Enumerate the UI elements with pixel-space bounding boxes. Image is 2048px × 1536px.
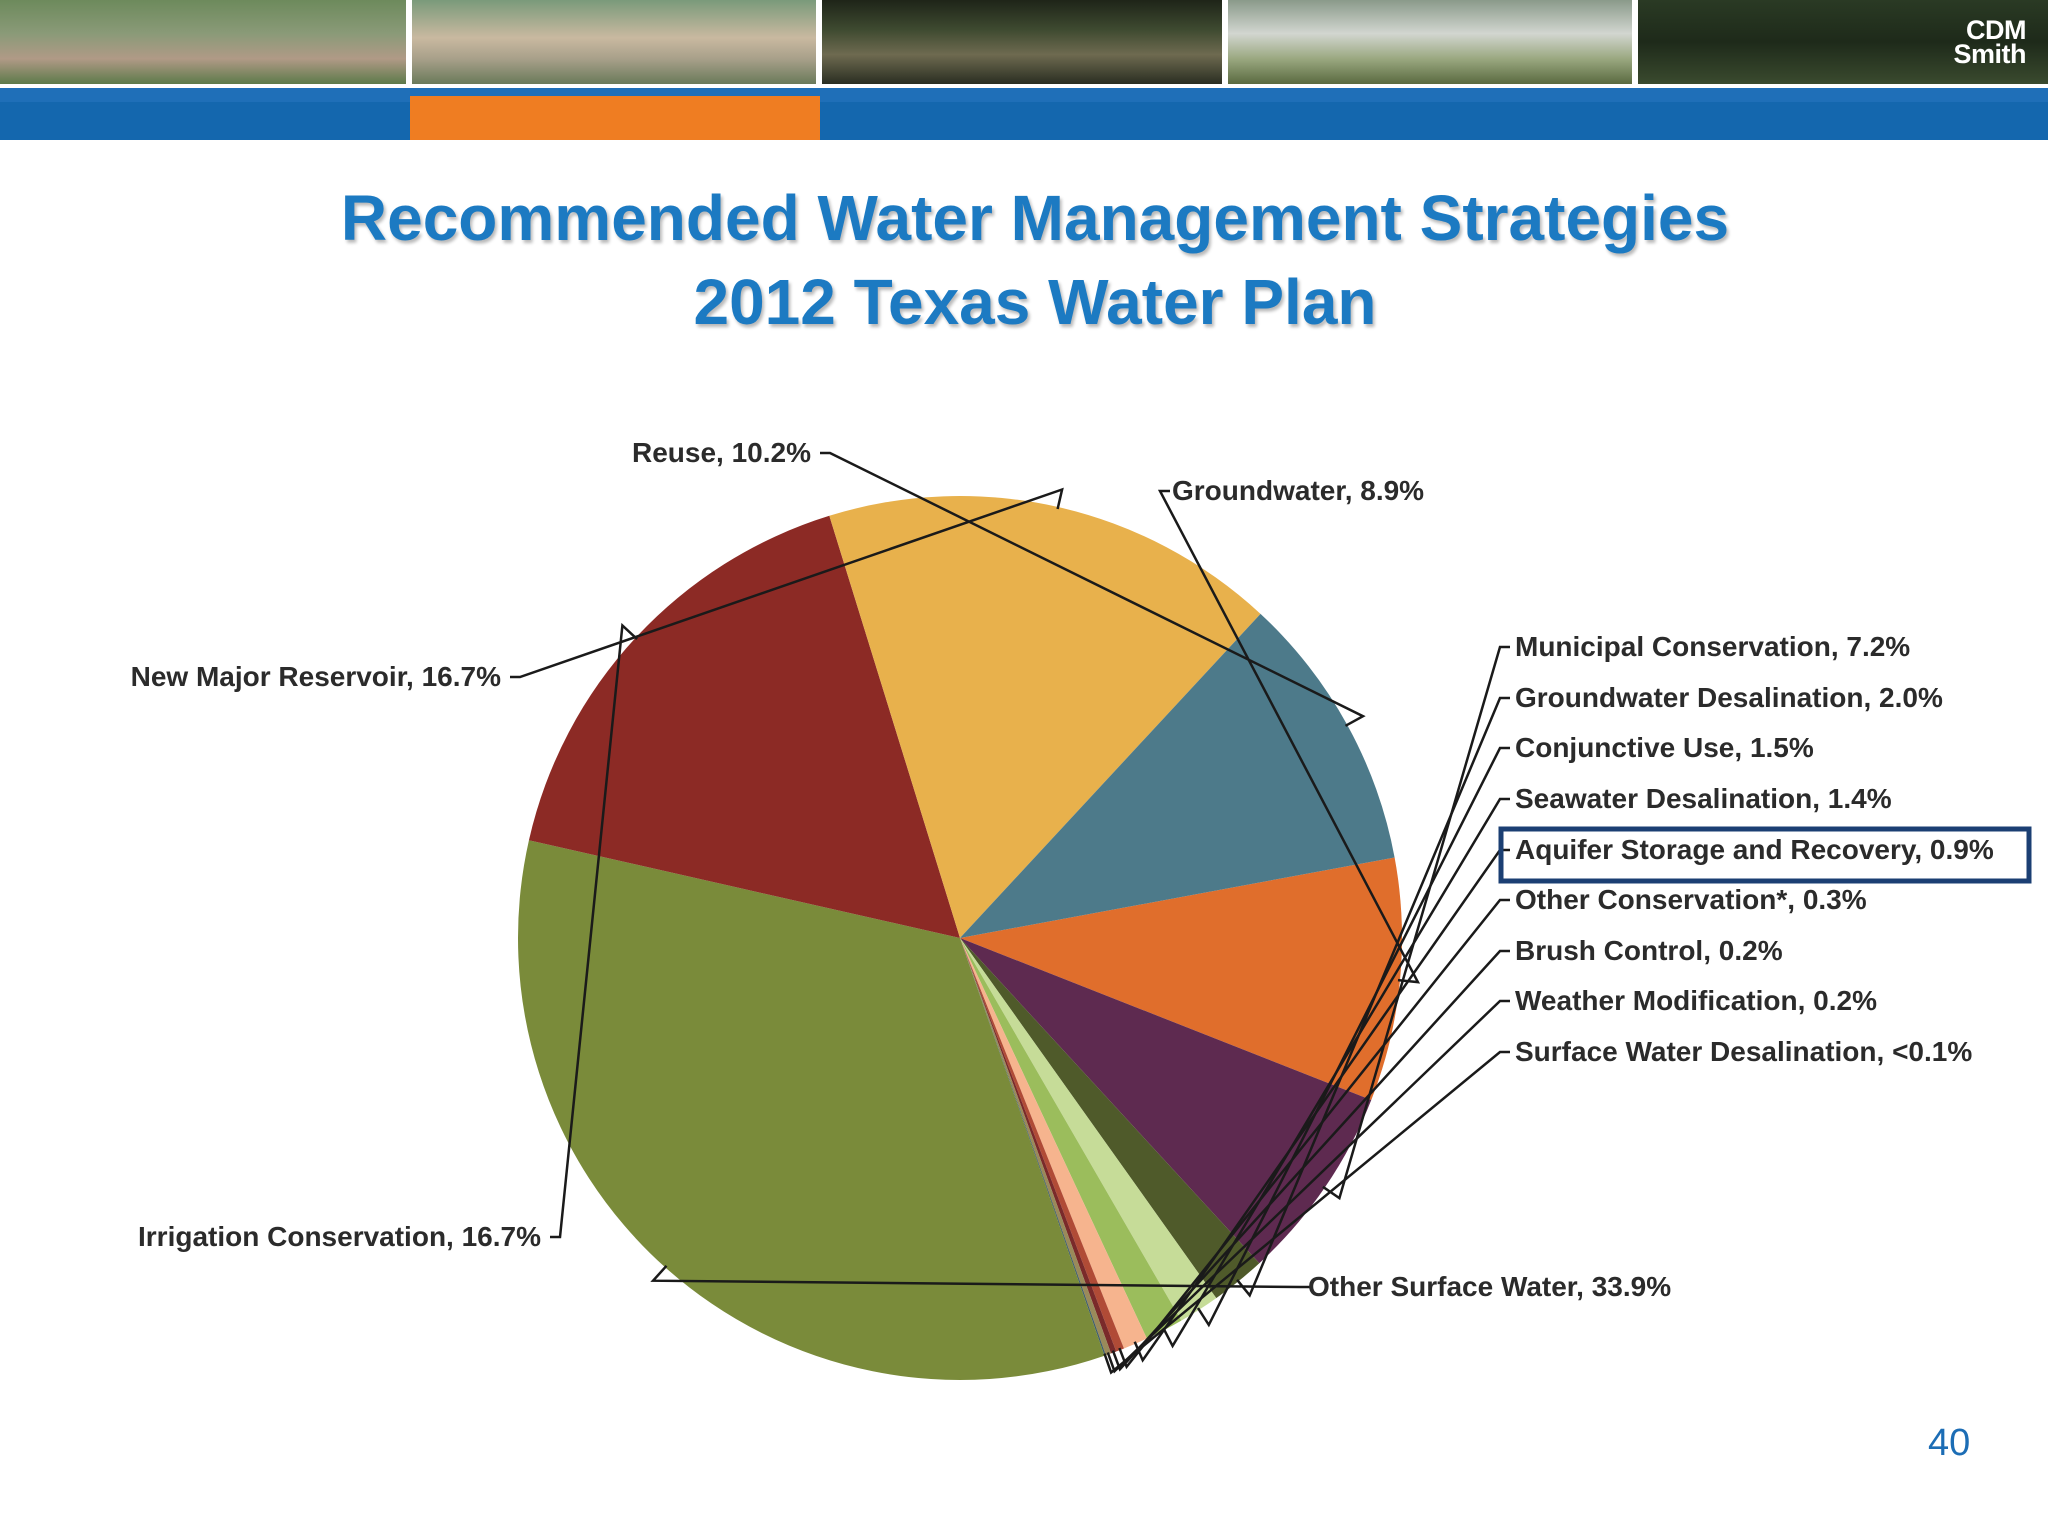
pie-slice-new-major-reservoir xyxy=(829,496,1261,938)
pie-slice-other-conservation xyxy=(960,938,1124,1352)
slice-label-groundwater-desalination: Groundwater Desalination, 2.0% xyxy=(1515,682,1943,713)
header-stripe-blue xyxy=(0,102,2048,140)
slide-title-line-1: Recommended Water Management Strategies xyxy=(340,182,1730,254)
pie-slice-aquifer-storage-and-recovery xyxy=(960,938,1147,1349)
slice-label-surface-water-desalination: Surface Water Desalination, <0.1% xyxy=(1515,1036,1972,1067)
leader-line-brush-control xyxy=(1111,949,1510,1372)
slice-label-other-surface-water: Other Surface Water, 33.9% xyxy=(1308,1271,1671,1302)
slice-label-municipal-conservation: Municipal Conservation, 7.2% xyxy=(1515,631,1910,662)
pie-slice-seawater-desalination xyxy=(960,938,1182,1339)
banner-photo-marsh xyxy=(822,0,1222,84)
slice-label-aquifer-storage-and-recovery: Aquifer Storage and Recovery, 0.9% xyxy=(1515,834,1994,865)
header-banner: CDM Smith xyxy=(0,0,2048,86)
leader-line-seawater-desalination xyxy=(1162,797,1510,1349)
pie-slice-brush-control xyxy=(960,938,1117,1354)
leader-line-weather-modification xyxy=(1106,999,1510,1374)
slice-label-new-major-reservoir: New Major Reservoir, 16.7% xyxy=(131,661,502,692)
header-stripe-orange xyxy=(410,96,820,140)
pie-slice-other-surface-water xyxy=(517,840,1105,1380)
leader-line-surface-water-desalination xyxy=(1103,1050,1510,1375)
slice-labels: Groundwater, 8.9% Municipal Conservation,… xyxy=(131,437,2032,1302)
logo-line-1: CDM xyxy=(1966,15,2027,45)
pie-slice-groundwater-desalination xyxy=(960,938,1260,1299)
banner-photo-river-1 xyxy=(0,0,406,84)
slice-label-brush-control: Brush Control, 0.2% xyxy=(1515,935,1783,966)
leader-lines xyxy=(510,451,1510,1375)
highlight-box xyxy=(1498,826,2032,884)
pie-slices xyxy=(517,496,1403,1380)
leader-line-reuse xyxy=(820,451,1366,727)
slice-label-reuse: Reuse, 10.2% xyxy=(632,437,811,468)
leader-line-other-conservation xyxy=(1118,898,1510,1370)
leader-line-irrigation-conservation xyxy=(550,622,638,1239)
slice-label-conjunctive-use: Conjunctive Use, 1.5% xyxy=(1515,732,1814,763)
leader-line-new-major-reservoir xyxy=(510,487,1064,679)
slice-label-other-conservation: Other Conservation*, 0.3% xyxy=(1515,884,1867,915)
pie-slice-weather-modification xyxy=(960,938,1112,1356)
slide-title-line-2: 2012 Texas Water Plan xyxy=(693,266,1377,338)
slide-title: Recommended Water Management Strategies … xyxy=(0,176,2048,344)
pie-slice-groundwater xyxy=(960,857,1403,1100)
page-number: 40 xyxy=(1928,1422,1971,1464)
slice-label-weather-modification: Weather Modification, 0.2% xyxy=(1515,985,1877,1016)
banner-photo-river-2 xyxy=(412,0,816,84)
banner-photo-trees xyxy=(1638,0,2048,84)
leader-line-conjunctive-use xyxy=(1196,746,1510,1328)
pie-slice-reuse xyxy=(960,613,1395,938)
slice-label-seawater-desalination: Seawater Desalination, 1.4% xyxy=(1515,783,1892,814)
banner-photo-river-3 xyxy=(1228,0,1632,84)
pie-slice-surface-water-desalination xyxy=(960,938,1106,1356)
pie-slice-conjunctive-use xyxy=(960,938,1217,1321)
logo-line-2: Smith xyxy=(1953,39,2026,69)
slice-label-irrigation-conservation: Irrigation Conservation, 16.7% xyxy=(138,1221,541,1252)
leader-line-other-surface-water xyxy=(650,1264,1310,1289)
slice-label-groundwater: Groundwater, 8.9% xyxy=(1172,475,1424,506)
pie-slice-irrigation-conservation xyxy=(528,515,960,938)
company-logo: CDM Smith xyxy=(1896,15,2027,69)
